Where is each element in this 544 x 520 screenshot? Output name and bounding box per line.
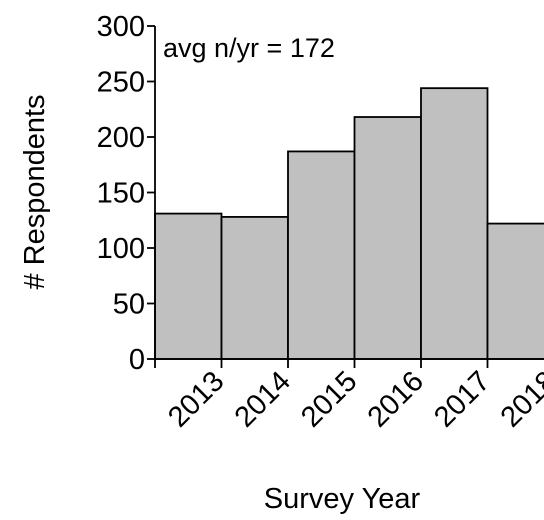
x-tick-label-2014: 2014: [229, 365, 297, 433]
y-tick-label-150: 150: [97, 178, 145, 210]
x-tick-label-2018: 2018: [495, 365, 544, 433]
y-tick-label-200: 200: [97, 122, 145, 154]
x-tick-label-2017: 2017: [428, 365, 496, 433]
x-tick-label-2013: 2013: [162, 365, 230, 433]
y-tick-label-300: 300: [97, 11, 145, 43]
x-tick-label-2016: 2016: [362, 365, 430, 433]
x-axis-title: Survey Year: [264, 483, 421, 515]
average-annotation: avg n/yr = 172: [163, 33, 335, 63]
x-tick-label-2015: 2015: [295, 365, 363, 433]
y-tick-label-250: 250: [97, 67, 145, 99]
y-axis-title: # Respondents: [19, 94, 51, 289]
bar-2014: [220, 216, 289, 360]
y-tick-label-0: 0: [129, 344, 145, 376]
bar-2017: [420, 87, 489, 360]
axes-group: [147, 25, 544, 368]
bar-2016: [353, 116, 422, 360]
bar-2018: [486, 222, 544, 360]
y-tick-label-100: 100: [97, 233, 145, 265]
y-tick-label-50: 50: [113, 289, 145, 321]
bar-2013: [154, 212, 223, 360]
bar-2015: [287, 150, 356, 360]
bars-group: [154, 87, 544, 360]
